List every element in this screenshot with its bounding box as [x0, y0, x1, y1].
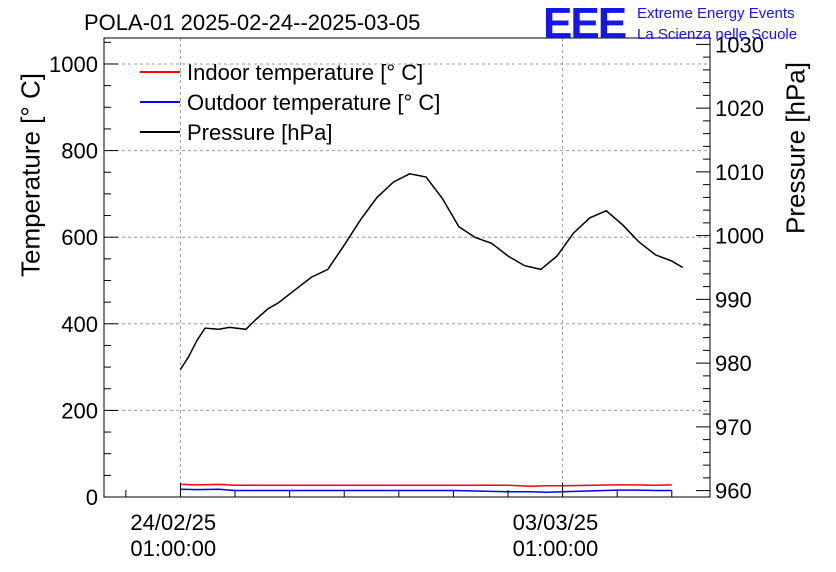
plot-frame — [103, 37, 711, 498]
right-tick-label: 980 — [715, 351, 752, 376]
right-axis: 960 970 980 990 1000 1010 1020 1030 — [696, 32, 764, 504]
right-tick-label: 990 — [715, 287, 752, 312]
y-axis-left-label: Temperature [° C] — [15, 72, 46, 278]
left-tick-label: 400 — [61, 312, 98, 337]
left-axis: 0 200 400 600 800 1000 — [49, 41, 118, 510]
left-tick-label: 600 — [61, 225, 98, 250]
left-tick-label: 800 — [61, 139, 98, 164]
left-tick-label: 200 — [61, 398, 98, 423]
series-layer — [179, 173, 684, 493]
y-axis-right-label: Pressure [hPa] — [780, 62, 811, 234]
legend-label: Pressure [hPa] — [187, 120, 333, 145]
legend-label: Outdoor temperature [° C] — [187, 90, 440, 115]
series-line-1 — [180, 488, 672, 493]
left-tick-label: 0 — [86, 485, 98, 510]
chart-title: POLA-01 2025-02-24--2025-03-05 — [84, 10, 421, 35]
right-tick-label: 1010 — [715, 160, 764, 185]
series-line-2 — [179, 173, 684, 370]
right-tick-label: 970 — [715, 415, 752, 440]
right-tick-label: 1020 — [715, 96, 764, 121]
left-tick-label: 1000 — [49, 52, 98, 77]
right-tick-label: 1000 — [715, 224, 764, 249]
legend: Indoor temperature [° C] Outdoor temperat… — [140, 60, 440, 145]
x-tick-label-time: 01:00:00 — [513, 536, 599, 561]
series-line-0 — [180, 483, 672, 487]
right-tick-label: 1030 — [715, 32, 764, 57]
right-tick-label: 960 — [715, 479, 752, 504]
logo-caption: Extreme Energy Events La Scienza nelle Sc… — [637, 5, 798, 43]
grid-lines — [104, 38, 710, 497]
legend-label: Indoor temperature [° C] — [187, 60, 423, 85]
x-tick-label-time: 01:00:00 — [130, 536, 216, 561]
x-tick-label-date: 03/03/25 — [513, 510, 599, 535]
eee-logo: EEE — [543, 0, 627, 48]
x-tick-label-date: 24/02/25 — [130, 510, 216, 535]
